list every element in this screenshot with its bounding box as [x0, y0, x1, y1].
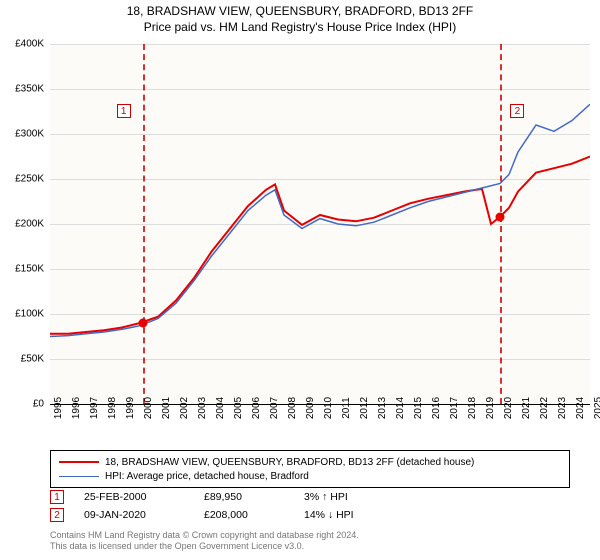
y-axis-label: £150K [15, 264, 44, 275]
legend-label: 18, BRADSHAW VIEW, QUEENSBURY, BRADFORD,… [105, 457, 474, 468]
y-axis-label: £0 [33, 399, 44, 410]
x-axis-label: 2002 [179, 397, 190, 419]
legend-item: 18, BRADSHAW VIEW, QUEENSBURY, BRADFORD,… [59, 455, 561, 469]
x-axis-label: 2018 [467, 397, 478, 419]
x-axis-label: 2010 [323, 397, 334, 419]
y-axis-label: £300K [15, 129, 44, 140]
marker-dash [500, 44, 502, 404]
x-axis-label: 1998 [107, 397, 118, 419]
x-axis-label: 2017 [449, 397, 460, 419]
x-axis-label: 2006 [251, 397, 262, 419]
sales-list: 1 25-FEB-2000 £89,950 3% ↑ HPI 2 09-JAN-… [50, 490, 394, 526]
x-axis-label: 2000 [143, 397, 154, 419]
y-axis-label: £200K [15, 219, 44, 230]
series-line-hpi [50, 104, 590, 336]
chart-title-line1: 18, BRADSHAW VIEW, QUEENSBURY, BRADFORD,… [0, 4, 600, 18]
sale-diff: 3% ↑ HPI [304, 491, 394, 503]
x-axis-label: 2014 [395, 397, 406, 419]
x-axis-label: 2007 [269, 397, 280, 419]
legend-box: 18, BRADSHAW VIEW, QUEENSBURY, BRADFORD,… [50, 450, 570, 488]
footer-line1: Contains HM Land Registry data © Crown c… [50, 530, 359, 541]
x-axis-label: 2009 [305, 397, 316, 419]
sale-row: 1 25-FEB-2000 £89,950 3% ↑ HPI [50, 490, 394, 504]
y-axis-label: £350K [15, 84, 44, 95]
sale-date: 25-FEB-2000 [84, 491, 184, 503]
marker-box: 2 [510, 104, 524, 118]
x-axis-label: 2016 [431, 397, 442, 419]
x-axis-label: 2001 [161, 397, 172, 419]
chart-lines-svg [50, 44, 590, 404]
sale-diff: 14% ↓ HPI [304, 509, 394, 521]
x-axis-label: 2025 [593, 397, 600, 419]
x-axis-label: 2012 [359, 397, 370, 419]
x-axis-label: 1996 [71, 397, 82, 419]
y-axis-label: £400K [15, 39, 44, 50]
x-axis-label: 2003 [197, 397, 208, 419]
x-axis-label: 2020 [503, 397, 514, 419]
x-axis-label: 2013 [377, 397, 388, 419]
x-axis-label: 2023 [557, 397, 568, 419]
legend-swatch [59, 461, 99, 463]
x-axis-label: 2019 [485, 397, 496, 419]
x-axis-label: 1997 [89, 397, 100, 419]
x-axis-label: 1999 [125, 397, 136, 419]
x-axis-label: 2024 [575, 397, 586, 419]
y-axis-label: £250K [15, 174, 44, 185]
x-axis-label: 1995 [53, 397, 64, 419]
marker-dot [138, 319, 147, 328]
y-axis-label: £100K [15, 309, 44, 320]
footer-attribution: Contains HM Land Registry data © Crown c… [50, 530, 359, 552]
sale-marker-box: 1 [50, 490, 64, 504]
marker-box: 1 [117, 104, 131, 118]
series-line-property [50, 157, 590, 334]
x-axis-label: 2015 [413, 397, 424, 419]
x-axis-label: 2005 [233, 397, 244, 419]
x-axis-label: 2011 [341, 397, 352, 419]
x-axis-label: 2004 [215, 397, 226, 419]
x-axis-label: 2021 [521, 397, 532, 419]
sale-price: £208,000 [204, 509, 284, 521]
sale-price: £89,950 [204, 491, 284, 503]
marker-dot [496, 212, 505, 221]
sale-date: 09-JAN-2020 [84, 509, 184, 521]
legend-swatch [59, 476, 99, 477]
footer-line2: This data is licensed under the Open Gov… [50, 541, 359, 552]
x-axis-label: 2008 [287, 397, 298, 419]
y-axis-label: £50K [21, 354, 44, 365]
sale-row: 2 09-JAN-2020 £208,000 14% ↓ HPI [50, 508, 394, 522]
legend-item: HPI: Average price, detached house, Brad… [59, 469, 561, 483]
sale-marker-box: 2 [50, 508, 64, 522]
chart-title-line2: Price paid vs. HM Land Registry's House … [0, 20, 600, 34]
chart-plot-area: 12 £0£50K£100K£150K£200K£250K£300K£350K£… [50, 44, 590, 404]
marker-dash [143, 44, 145, 404]
x-axis-label: 2022 [539, 397, 550, 419]
legend-label: HPI: Average price, detached house, Brad… [105, 471, 309, 482]
